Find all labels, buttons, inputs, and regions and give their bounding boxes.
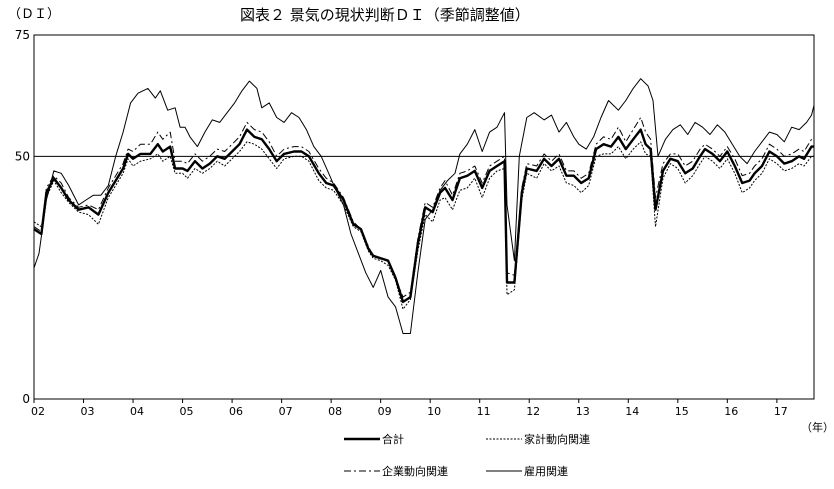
x-axis: 02 03 04 05 06 07 08 09 10 11 12 13 14 15 16 17 <box>31 399 788 418</box>
x-tick-label: 11 <box>477 405 491 418</box>
series-line-3 <box>33 78 815 334</box>
y-tick-label: 50 <box>15 149 30 163</box>
y-tick-label: 0 <box>22 392 30 406</box>
legend-label: 雇用関連 <box>524 464 568 478</box>
x-unit-label: （年） <box>801 420 834 434</box>
x-tick-label: 07 <box>279 405 293 418</box>
y-tick-label: 75 <box>15 28 30 42</box>
x-tick-label: 12 <box>526 405 540 418</box>
x-tick-label: 09 <box>378 405 392 418</box>
x-tick-label: 06 <box>229 405 243 418</box>
x-tick-label: 13 <box>576 405 590 418</box>
x-tick-label: 04 <box>130 405 144 418</box>
x-tick-label: 17 <box>774 405 788 418</box>
series-line-2 <box>33 117 815 298</box>
y-axis: 0 50 75 <box>15 28 30 406</box>
x-tick-label: 14 <box>625 405 639 418</box>
plot-frame <box>33 34 815 400</box>
series-line-1 <box>33 141 814 310</box>
x-tick-label: 15 <box>675 405 689 418</box>
x-tick-label: 05 <box>180 405 194 418</box>
y-unit-label: （ＤＩ） <box>8 7 60 22</box>
x-tick-label: 02 <box>31 405 45 418</box>
series-lines <box>33 78 815 334</box>
series-line-0 <box>33 128 814 304</box>
x-tick-label: 08 <box>328 405 342 418</box>
legend-label: 企業動向関連 <box>382 464 448 478</box>
x-tick-label: 16 <box>724 405 738 418</box>
legend-label: 家計動向関連 <box>524 432 590 446</box>
x-tick-label: 10 <box>427 405 441 418</box>
x-tick-label: 03 <box>80 405 94 418</box>
legend-label: 合計 <box>382 432 404 446</box>
chart-title: 図表２ 景気の現状判断ＤＩ（季節調整値） <box>240 6 530 24</box>
